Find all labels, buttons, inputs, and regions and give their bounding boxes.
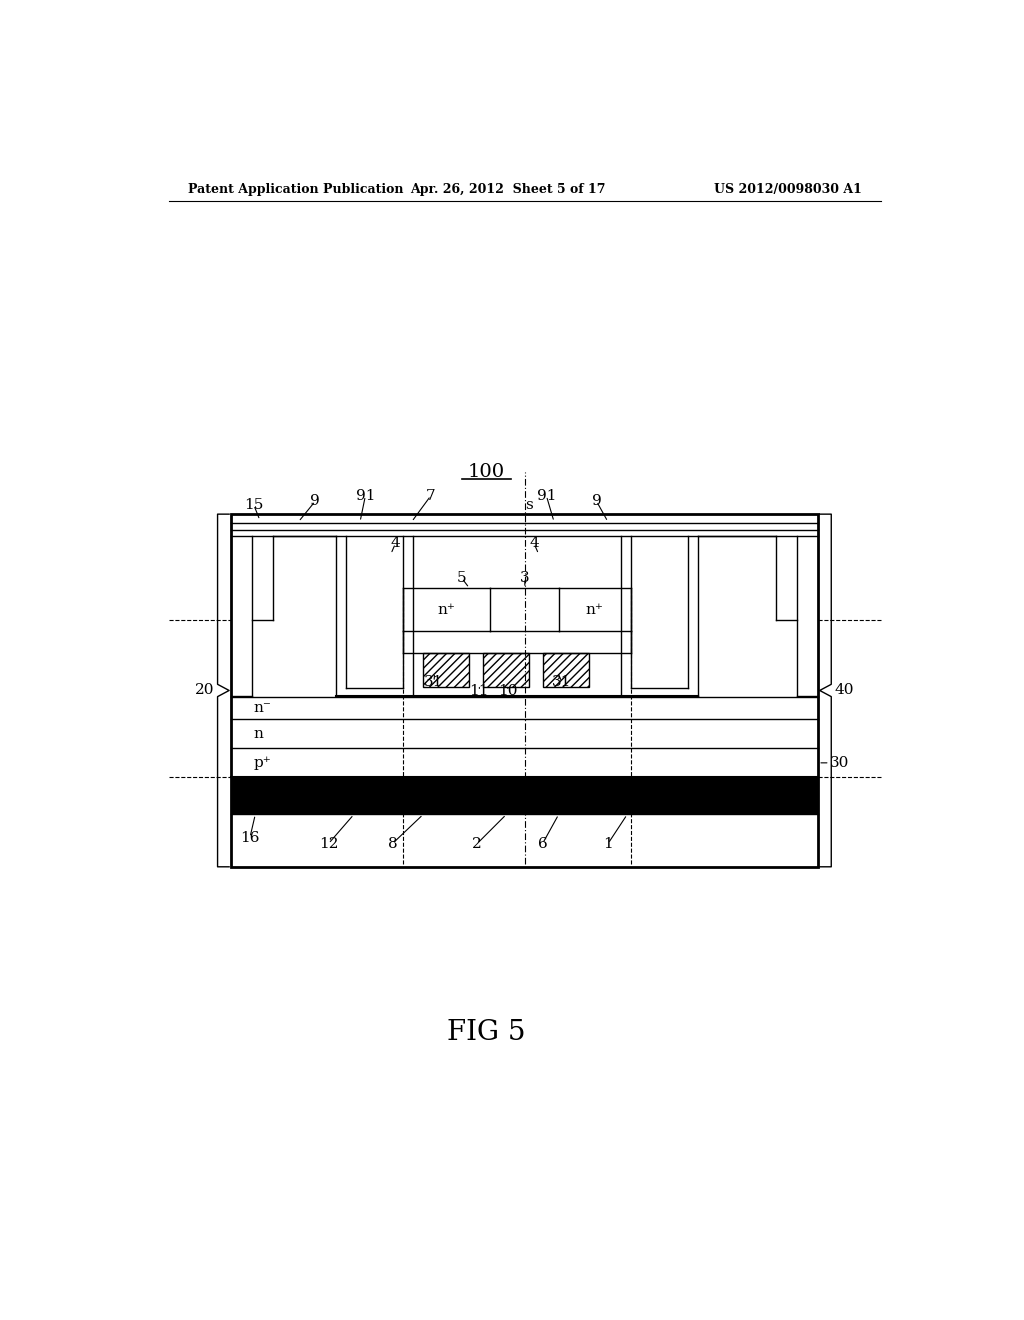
Text: p⁺: p⁺: [254, 756, 271, 770]
Text: 15: 15: [244, 498, 263, 512]
Text: n⁺: n⁺: [437, 603, 456, 616]
Text: 2: 2: [472, 837, 482, 850]
Text: 4: 4: [529, 536, 539, 550]
Text: Patent Application Publication: Patent Application Publication: [188, 182, 403, 195]
Bar: [230, 777, 818, 814]
Text: 4: 4: [390, 536, 400, 550]
Bar: [483, 653, 529, 688]
Text: n: n: [254, 726, 263, 741]
Text: 7: 7: [426, 488, 435, 503]
Text: 40: 40: [835, 684, 854, 697]
Text: 9: 9: [592, 494, 601, 508]
Text: FIG 5: FIG 5: [447, 1019, 525, 1045]
Text: 10: 10: [498, 684, 517, 698]
Text: s: s: [524, 498, 532, 512]
Text: n⁻: n⁻: [254, 701, 271, 715]
Text: US 2012/0098030 A1: US 2012/0098030 A1: [714, 182, 862, 195]
Text: Apr. 26, 2012  Sheet 5 of 17: Apr. 26, 2012 Sheet 5 of 17: [410, 182, 605, 195]
Text: 30: 30: [829, 756, 849, 770]
Text: 11: 11: [470, 684, 489, 698]
Text: 100: 100: [468, 463, 505, 480]
Text: 91: 91: [355, 488, 375, 503]
Text: 31: 31: [424, 675, 443, 689]
Text: 16: 16: [241, 830, 260, 845]
Text: 3: 3: [520, 572, 529, 585]
Text: 12: 12: [318, 837, 338, 850]
Bar: [544, 653, 590, 688]
Text: 6: 6: [538, 837, 548, 850]
Text: 31: 31: [552, 675, 571, 689]
Text: n⁺: n⁺: [586, 603, 604, 616]
Text: 91: 91: [537, 488, 556, 503]
Bar: [423, 653, 469, 688]
Text: 5: 5: [457, 572, 467, 585]
Text: 8: 8: [387, 837, 397, 850]
Text: 20: 20: [195, 684, 214, 697]
Text: 1: 1: [603, 837, 612, 850]
Bar: [230, 515, 818, 867]
Text: 9: 9: [310, 494, 321, 508]
